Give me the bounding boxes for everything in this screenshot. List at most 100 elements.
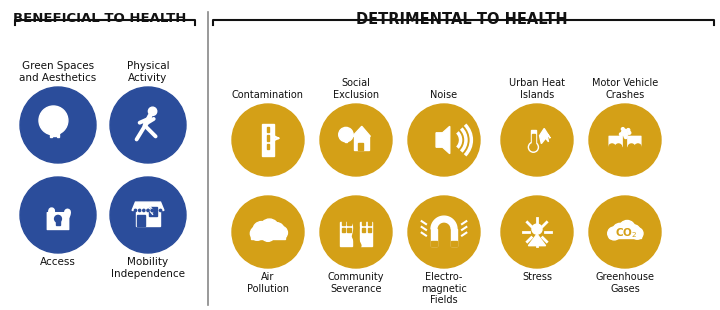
Circle shape — [631, 228, 643, 239]
Circle shape — [530, 144, 537, 151]
Circle shape — [147, 209, 149, 212]
Bar — [267, 144, 269, 149]
Circle shape — [589, 104, 661, 176]
Text: Stress: Stress — [522, 272, 552, 282]
Bar — [345, 134, 347, 142]
Circle shape — [253, 222, 270, 239]
Circle shape — [156, 209, 158, 212]
Bar — [137, 215, 145, 226]
Bar — [50, 132, 52, 137]
Circle shape — [621, 128, 624, 131]
Circle shape — [269, 223, 284, 238]
Text: Social
Exclusion: Social Exclusion — [333, 78, 379, 100]
Circle shape — [110, 177, 186, 253]
Text: Physical
Activity: Physical Activity — [127, 61, 169, 83]
Circle shape — [613, 224, 627, 238]
Bar — [149, 207, 157, 216]
Circle shape — [274, 226, 287, 239]
Circle shape — [20, 177, 96, 253]
Circle shape — [624, 129, 627, 132]
Bar — [347, 221, 351, 225]
Circle shape — [623, 133, 626, 136]
Text: Air
Pollution: Air Pollution — [247, 272, 289, 294]
Bar — [267, 135, 269, 141]
Circle shape — [148, 107, 157, 116]
Polygon shape — [132, 202, 164, 210]
Polygon shape — [431, 216, 457, 229]
FancyBboxPatch shape — [609, 136, 622, 147]
Polygon shape — [528, 234, 546, 246]
Bar — [367, 221, 371, 225]
Bar — [451, 229, 457, 246]
Text: Contamination: Contamination — [232, 90, 304, 100]
Circle shape — [260, 219, 279, 238]
Circle shape — [39, 106, 68, 135]
Bar — [341, 221, 345, 225]
Circle shape — [625, 133, 628, 135]
Circle shape — [159, 209, 162, 212]
Bar — [361, 221, 365, 225]
Circle shape — [55, 215, 61, 222]
Circle shape — [20, 87, 96, 163]
Bar — [361, 228, 365, 232]
Bar — [360, 222, 372, 246]
Text: CO$_2$: CO$_2$ — [616, 226, 638, 240]
Bar — [367, 228, 371, 232]
Circle shape — [338, 127, 353, 142]
Circle shape — [143, 209, 145, 212]
Circle shape — [608, 227, 621, 240]
FancyBboxPatch shape — [628, 136, 641, 147]
Circle shape — [616, 144, 622, 150]
Bar — [531, 130, 536, 147]
Text: Access: Access — [40, 257, 76, 267]
Bar — [354, 136, 369, 150]
Circle shape — [501, 196, 573, 268]
Circle shape — [528, 142, 539, 152]
Text: Urban Heat
Islands: Urban Heat Islands — [509, 78, 565, 100]
Text: Electro-
magnetic
Fields: Electro- magnetic Fields — [421, 272, 467, 305]
Bar — [451, 241, 457, 246]
Bar — [431, 229, 437, 246]
Bar — [609, 231, 641, 238]
Circle shape — [110, 87, 186, 163]
Bar — [56, 219, 60, 225]
Bar — [431, 241, 437, 246]
Circle shape — [627, 225, 640, 238]
Circle shape — [501, 104, 573, 176]
Circle shape — [619, 220, 635, 236]
Circle shape — [532, 224, 542, 234]
Text: Motor Vehicle
Crashes: Motor Vehicle Crashes — [592, 78, 658, 100]
Text: Community
Severance: Community Severance — [328, 272, 384, 294]
Circle shape — [635, 144, 642, 150]
Polygon shape — [352, 126, 370, 136]
Text: BENEFICIAL TO HEALTH: BENEFICIAL TO HEALTH — [13, 12, 186, 25]
Circle shape — [609, 144, 616, 150]
Circle shape — [261, 228, 274, 241]
Bar — [49, 130, 60, 132]
Circle shape — [408, 196, 480, 268]
Bar — [251, 231, 284, 239]
Circle shape — [629, 144, 635, 150]
Circle shape — [628, 131, 631, 134]
FancyBboxPatch shape — [48, 213, 68, 229]
Circle shape — [232, 104, 304, 176]
Bar — [267, 127, 269, 132]
Circle shape — [138, 209, 141, 212]
Polygon shape — [436, 126, 450, 154]
Circle shape — [624, 135, 627, 139]
Text: Greenhouse
Gases: Greenhouse Gases — [595, 272, 654, 294]
Circle shape — [621, 131, 624, 134]
Circle shape — [320, 104, 392, 176]
Circle shape — [627, 129, 630, 131]
Polygon shape — [539, 128, 550, 144]
Bar — [51, 125, 55, 136]
Bar — [262, 124, 274, 156]
Bar — [57, 132, 59, 137]
Circle shape — [619, 133, 622, 136]
Circle shape — [320, 196, 392, 268]
Bar — [358, 143, 363, 150]
Text: Green Spaces
and Aesthetics: Green Spaces and Aesthetics — [19, 61, 96, 83]
Text: Mobility
Independence: Mobility Independence — [111, 257, 185, 279]
Bar — [532, 134, 535, 147]
Bar — [136, 210, 160, 226]
